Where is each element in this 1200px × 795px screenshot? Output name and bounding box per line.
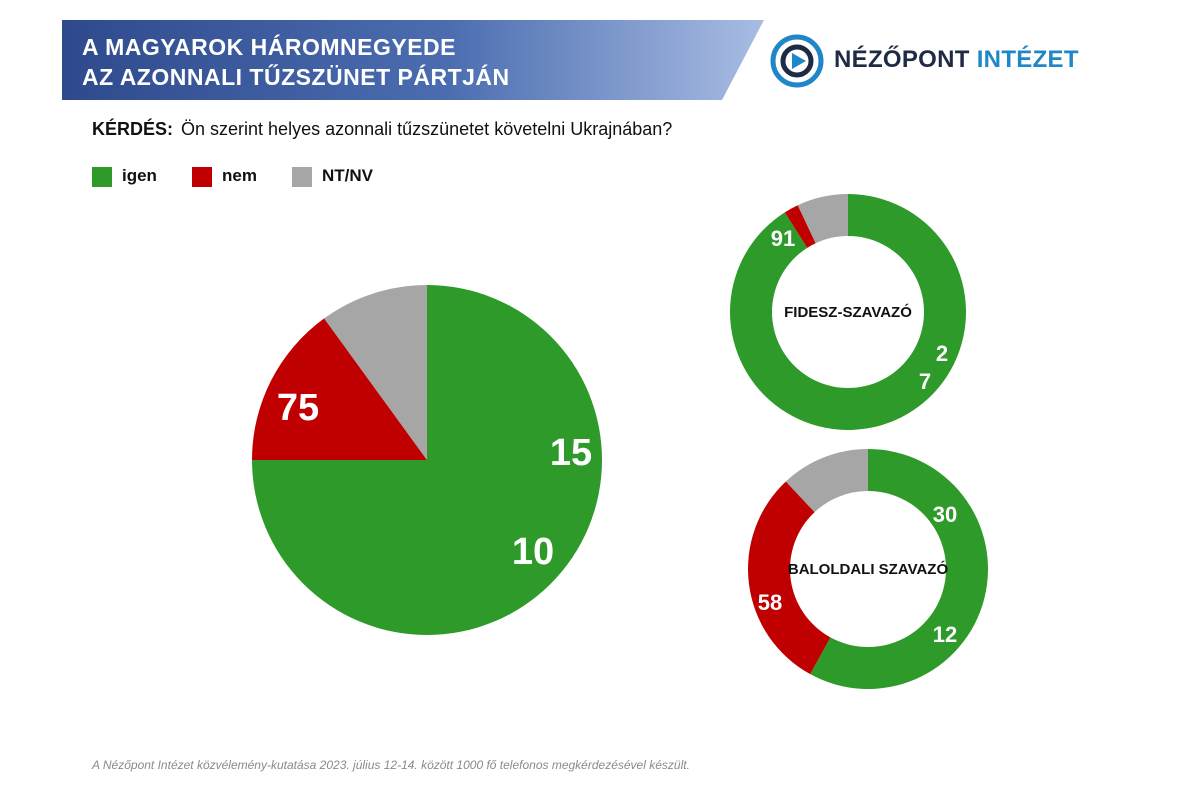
logo-word-2: INTÉZET xyxy=(976,46,1079,73)
logo-word-1: NÉZŐPONT xyxy=(834,46,970,73)
overall-label-igen: 75 xyxy=(277,387,319,429)
baloldali-label-igen: 58 xyxy=(758,590,782,615)
baloldali-center-title: BALOLDALI SZAVAZÓ xyxy=(788,560,949,578)
legend-swatch-ntnv xyxy=(292,167,312,187)
overall-slice-ntnv xyxy=(324,285,427,460)
legend-swatch-nem xyxy=(192,167,212,187)
legend-swatch-igen xyxy=(92,167,112,187)
fidesz-center-title: FIDESZ-SZAVAZÓ xyxy=(784,303,912,321)
nezopont-logo: NÉZŐPONT INTÉZET xyxy=(770,34,1100,88)
banner-background xyxy=(62,20,764,100)
chart-legend: igen nem NT/NV xyxy=(92,165,492,189)
legend-label-igen: igen xyxy=(122,166,157,185)
overall-label-nem: 15 xyxy=(550,432,592,474)
legend-label-ntnv: NT/NV xyxy=(322,166,373,185)
overall-label-ntnv: 10 xyxy=(512,531,554,573)
fidesz-slice-igen xyxy=(730,194,967,430)
fidesz-slice-ntnv xyxy=(797,194,848,244)
question-text: Ön szerint helyes azonnali tűzszünetet k… xyxy=(181,119,673,139)
question-label: KÉRDÉS: xyxy=(92,119,174,139)
overall-slice-nem xyxy=(252,318,427,460)
baloldali-label-ntnv: 12 xyxy=(933,622,957,647)
title-line-1: A MAGYAROK HÁROMNEGYEDE xyxy=(82,34,456,60)
fidesz-label-nem: 2 xyxy=(936,341,948,366)
source-note: A Nézőpont Intézet közvélemény-kutatása … xyxy=(92,758,690,772)
overall-chart: 75 15 10 xyxy=(252,285,602,635)
baloldali-label-nem: 30 xyxy=(933,502,957,527)
logo-wordmark: NÉZŐPONT INTÉZET xyxy=(834,46,1079,74)
title-banner: A MAGYAROK HÁROMNEGYEDE AZ AZONNALI TŰZS… xyxy=(62,20,764,100)
fidesz-label-ntnv: 7 xyxy=(919,369,931,394)
nezopont-logo-icon xyxy=(770,34,824,88)
fidesz-label-igen: 91 xyxy=(771,226,795,251)
title-line-2: AZ AZONNALI TŰZSZÜNET PÁRTJÁN xyxy=(82,64,510,90)
baloldali-slice-nem xyxy=(748,481,831,675)
survey-question: KÉRDÉS: Ön szerint helyes azonnali tűzszü… xyxy=(92,119,672,140)
fidesz-slice-nem xyxy=(784,205,816,248)
fidesz-chart: 91 27 FIDESZ-SZAVAZÓ xyxy=(730,194,967,430)
legend-label-nem: nem xyxy=(222,166,257,185)
baloldali-slice-igen xyxy=(810,449,988,689)
baloldali-chart: 58 30 12 BALOLDALI SZAVAZÓ xyxy=(748,449,988,689)
baloldali-slice-ntnv xyxy=(785,449,868,513)
